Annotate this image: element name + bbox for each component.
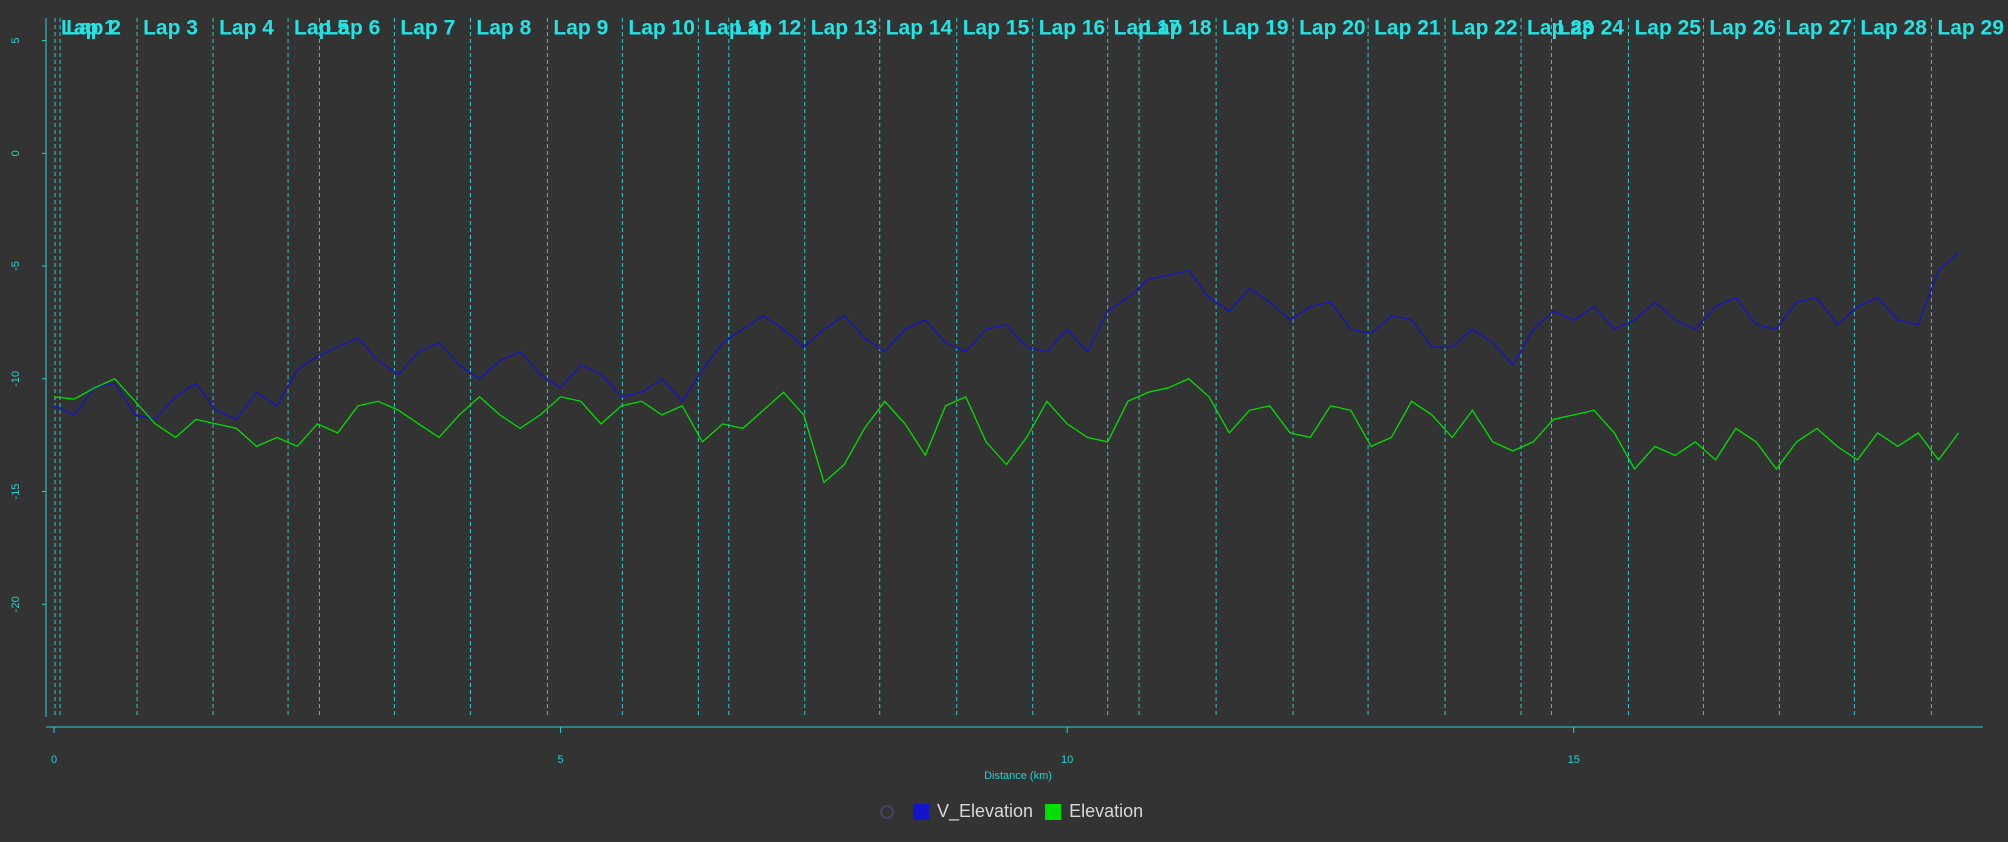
lap-label: Lap 1 [61,17,116,40]
lap-label: Lap 9 [553,17,608,40]
lap-label: Lap 8 [476,17,531,40]
lap-label: Lap 24 [1557,17,1624,40]
lap-label: Lap 6 [325,17,380,40]
x-axis-title: Distance (km) [984,770,1052,782]
legend-swatch [1045,804,1062,820]
lap-label: Lap 28 [1860,17,1927,40]
legend-label: Elevation [1069,801,1143,821]
lap-label: Lap 25 [1634,17,1701,40]
series-line [53,378,1960,484]
x-tick-label: 15 [1568,754,1580,766]
x-tick-label: 5 [558,754,564,766]
lap-label: Lap 13 [811,17,878,40]
lap-label: Lap 5 [294,17,349,40]
lap-label: Lap 10 [628,17,695,40]
lap-label: Lap 11 [704,17,770,40]
lap-label: Lap 21 [1374,17,1441,40]
lap-label: Lap 14 [886,17,953,40]
lap-label: Lap 16 [1039,17,1106,40]
y-tick-label: 0 [10,150,22,156]
y-tick-label: -20 [10,596,22,612]
y-tick-label: 5 [10,37,22,43]
y-tick-label: -5 [10,261,22,271]
legend-swatch [913,804,929,820]
lap-label: Lap 12 [735,17,802,40]
x-tick-label: 0 [51,754,57,766]
x-tick-label: 10 [1061,754,1073,766]
lap-label: Lap 29 [1937,17,2004,40]
y-tick-label: -10 [10,371,22,387]
lap-label: Lap 20 [1299,17,1366,40]
lap-label: Lap 19 [1222,17,1289,40]
lap-label: Lap 7 [400,17,455,40]
y-tick-label: -15 [10,484,22,500]
legend-label: V_Elevation [937,801,1033,822]
series-line [53,252,1960,421]
lap-label: Lap 15 [963,17,1030,40]
lap-label: Lap 18 [1145,17,1212,40]
lap-label: Lap 2 [66,17,121,40]
lap-label: Lap 23 [1527,17,1594,40]
lap-label: Lap 3 [143,17,198,40]
lap-label: Lap 17 [1114,17,1181,40]
lap-label: Lap 4 [219,17,274,40]
lap-label: Lap 22 [1451,17,1518,40]
lap-label: Lap 26 [1709,17,1776,40]
legend-icon[interactable] [880,805,894,819]
lap-label: Lap 27 [1785,17,1852,40]
